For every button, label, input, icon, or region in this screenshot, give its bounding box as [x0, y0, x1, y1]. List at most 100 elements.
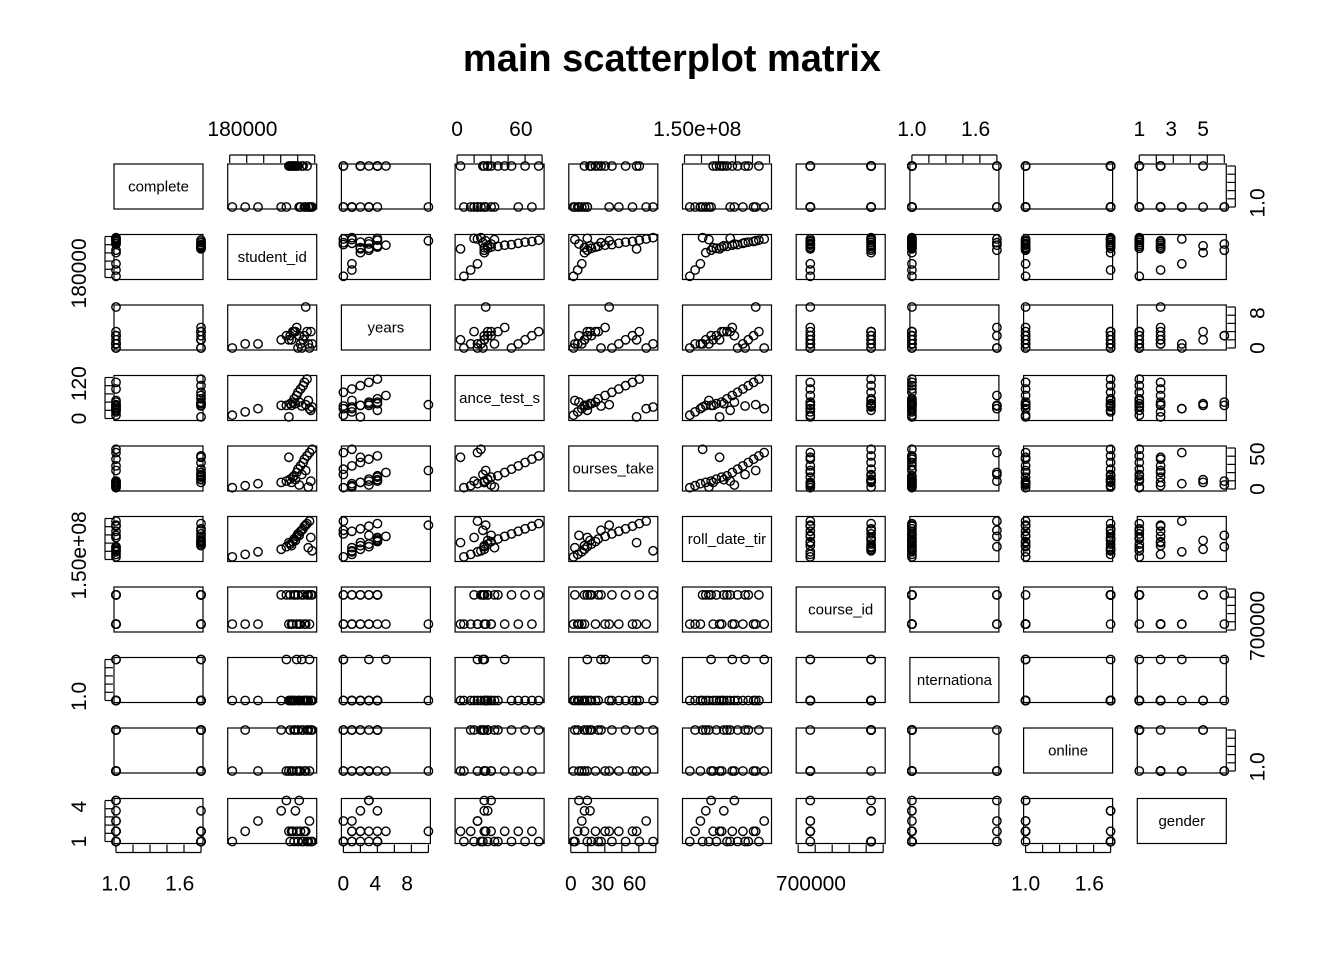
- data-point: [1134, 202, 1145, 212]
- data-point: [1155, 540, 1166, 551]
- data-point: [458, 482, 469, 493]
- data-point: [240, 725, 251, 735]
- panel-frame: [454, 727, 545, 774]
- data-point: [1219, 619, 1230, 629]
- data-point: [305, 476, 316, 486]
- data-point: [907, 271, 917, 282]
- data-point: [907, 233, 917, 244]
- data-point: [423, 826, 434, 837]
- data-point: [1105, 265, 1116, 275]
- data-point: [805, 334, 816, 345]
- data-point: [1155, 477, 1166, 488]
- data-point: [372, 393, 383, 404]
- data-point: [585, 398, 595, 409]
- data-point: [570, 338, 580, 349]
- panel-frame: [909, 304, 1000, 351]
- data-point: [506, 239, 517, 250]
- data-point: [711, 695, 722, 706]
- data-point: [492, 725, 503, 735]
- panel-frame: [340, 656, 431, 704]
- data-point: [604, 202, 615, 212]
- panel-gender-vs-years: [338, 795, 434, 847]
- data-point: [1155, 161, 1166, 171]
- panel-course_id-vs-enroll_date_time: [681, 586, 773, 633]
- data-point: [283, 619, 294, 629]
- panel-frame: [795, 797, 886, 845]
- data-point: [372, 532, 383, 543]
- tick-label-top: 1.0: [897, 118, 926, 141]
- data-point: [1134, 529, 1145, 539]
- data-point: [600, 826, 610, 837]
- panel-frame: [340, 797, 431, 845]
- data-point: [355, 766, 366, 776]
- panel-courses_taken-vs-years: [338, 444, 434, 493]
- data-point: [1105, 464, 1116, 475]
- data-point: [1176, 447, 1187, 458]
- data-point: [805, 447, 816, 458]
- data-point: [866, 338, 876, 349]
- data-point: [240, 202, 251, 212]
- panel-frame: [113, 727, 204, 774]
- panel-frame: [568, 374, 659, 422]
- data-point: [1219, 397, 1230, 407]
- data-point: [866, 695, 876, 706]
- panel-frame: [113, 374, 204, 422]
- data-point: [596, 525, 606, 536]
- data-point: [732, 464, 743, 475]
- data-point: [300, 695, 311, 706]
- data-point: [380, 619, 391, 629]
- data-point: [372, 826, 383, 837]
- data-point: [196, 387, 206, 398]
- data-point: [489, 542, 500, 553]
- data-point: [805, 530, 816, 541]
- data-point: [423, 766, 434, 776]
- data-point: [759, 234, 770, 244]
- data-point: [613, 766, 624, 776]
- data-point: [1020, 526, 1031, 537]
- data-point: [1105, 529, 1116, 539]
- data-point: [346, 766, 357, 776]
- panel-complete-vs-student_id: [227, 161, 318, 212]
- panel-enroll_date_time-vs-gender: [1134, 515, 1230, 563]
- data-point: [513, 826, 524, 837]
- data-point: [743, 590, 754, 600]
- data-point: [300, 465, 311, 476]
- panel-frame: [454, 586, 545, 633]
- data-point: [627, 695, 638, 706]
- data-point: [805, 452, 816, 463]
- data-point: [708, 826, 719, 837]
- data-point: [486, 795, 496, 806]
- data-point: [750, 399, 761, 410]
- data-point: [1198, 326, 1209, 337]
- panel-gender-vs-complete: [111, 795, 206, 847]
- data-point: [805, 161, 816, 171]
- panel-frame: [454, 445, 545, 492]
- data-point: [576, 766, 587, 776]
- data-point: [570, 395, 580, 406]
- data-point: [725, 836, 736, 847]
- data-point: [276, 202, 287, 212]
- data-point: [196, 537, 206, 548]
- data-point: [805, 302, 816, 312]
- tick-label-top: 5: [1197, 118, 1209, 141]
- data-point: [290, 161, 301, 171]
- data-point: [722, 695, 732, 706]
- panel-international-vs-entrance_test_score: [454, 654, 545, 706]
- data-point: [111, 766, 121, 776]
- data-point: [506, 590, 517, 600]
- data-point: [469, 836, 479, 847]
- data-point: [338, 836, 349, 847]
- panel-frame: [795, 304, 886, 351]
- data-point: [697, 232, 708, 243]
- data-point: [363, 725, 374, 735]
- data-point: [585, 725, 595, 735]
- data-point: [479, 540, 490, 551]
- panel-frame: [340, 445, 431, 492]
- data-point: [380, 826, 391, 837]
- data-point: [1134, 476, 1145, 486]
- data-point: [740, 590, 750, 600]
- diagonal-label-courses_taken: ourses_take: [572, 461, 654, 478]
- data-point: [346, 258, 357, 269]
- data-point: [253, 202, 263, 212]
